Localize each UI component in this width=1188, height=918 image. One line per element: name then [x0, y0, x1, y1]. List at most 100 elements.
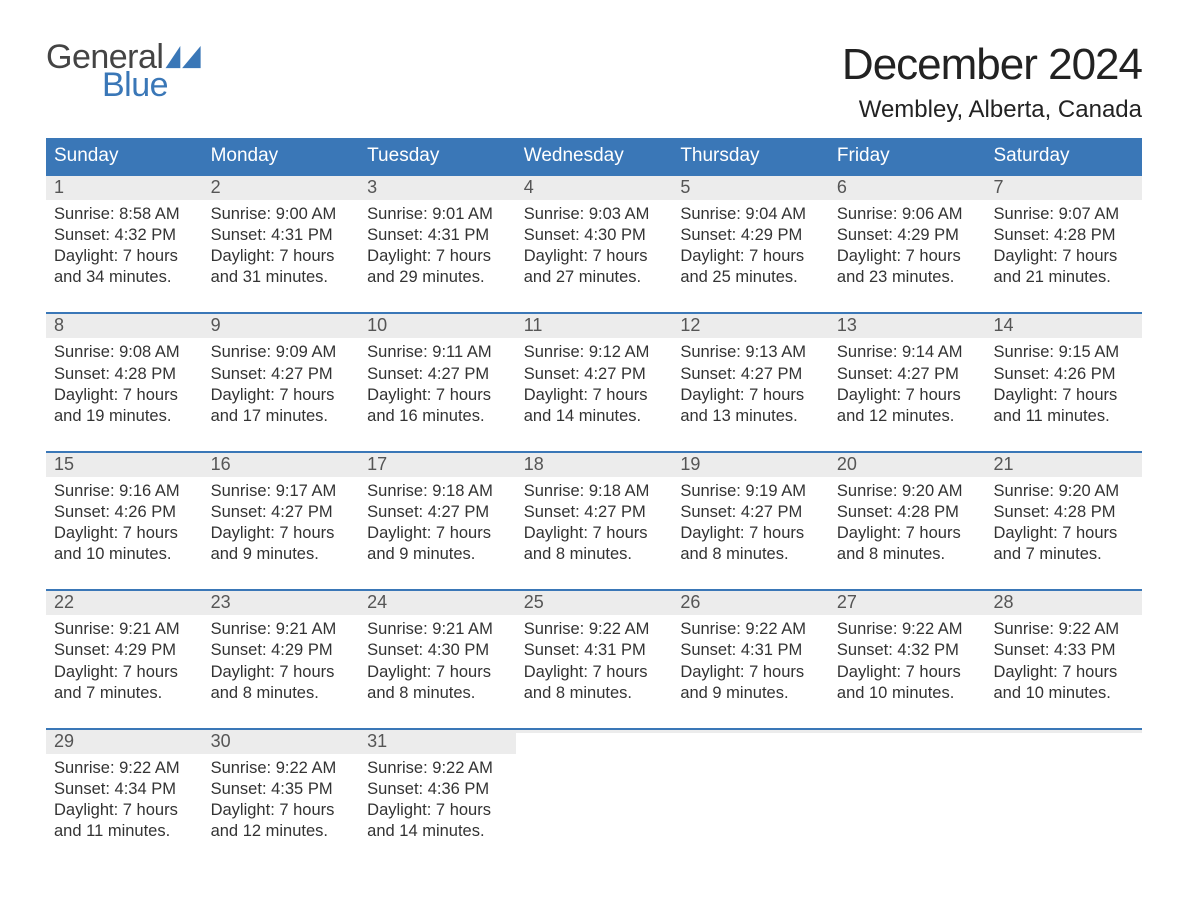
- daylight-line: and 17 minutes.: [211, 406, 352, 427]
- day-number: 18: [524, 454, 665, 475]
- sunset-line: Sunset: 4:32 PM: [54, 225, 195, 246]
- calendar-day: 7Sunrise: 9:07 AMSunset: 4:28 PMDaylight…: [985, 176, 1142, 298]
- day-number-bar: 22: [46, 591, 203, 615]
- day-number: 28: [993, 592, 1134, 613]
- day-number-bar: 24: [359, 591, 516, 615]
- day-number-bar: 4: [516, 176, 673, 200]
- daylight-line: and 8 minutes.: [524, 544, 665, 565]
- sunset-line: Sunset: 4:30 PM: [367, 640, 508, 661]
- day-number: 1: [54, 177, 195, 198]
- daylight-line: Daylight: 7 hours: [837, 523, 978, 544]
- daylight-line: and 7 minutes.: [993, 544, 1134, 565]
- daylight-line: and 8 minutes.: [367, 683, 508, 704]
- calendar-day: 19Sunrise: 9:19 AMSunset: 4:27 PMDayligh…: [672, 453, 829, 575]
- daylight-line: and 10 minutes.: [837, 683, 978, 704]
- calendar-day: [672, 730, 829, 852]
- day-number: 27: [837, 592, 978, 613]
- calendar-day: [985, 730, 1142, 852]
- daylight-line: and 9 minutes.: [680, 683, 821, 704]
- sunset-line: Sunset: 4:27 PM: [837, 364, 978, 385]
- sunrise-line: Sunrise: 9:20 AM: [993, 481, 1134, 502]
- sunset-line: Sunset: 4:28 PM: [993, 225, 1134, 246]
- day-number: 29: [54, 731, 195, 752]
- day-number-bar: 26: [672, 591, 829, 615]
- sunrise-line: Sunrise: 9:18 AM: [524, 481, 665, 502]
- calendar-day: [829, 730, 986, 852]
- calendar-day: 9Sunrise: 9:09 AMSunset: 4:27 PMDaylight…: [203, 314, 360, 436]
- day-number-bar: 27: [829, 591, 986, 615]
- daylight-line: and 25 minutes.: [680, 267, 821, 288]
- daylight-line: Daylight: 7 hours: [54, 662, 195, 683]
- day-number-bar: 30: [203, 730, 360, 754]
- calendar-day: 6Sunrise: 9:06 AMSunset: 4:29 PMDaylight…: [829, 176, 986, 298]
- calendar-day: 18Sunrise: 9:18 AMSunset: 4:27 PMDayligh…: [516, 453, 673, 575]
- sunset-line: Sunset: 4:29 PM: [680, 225, 821, 246]
- day-number: 6: [837, 177, 978, 198]
- location-subtitle: Wembley, Alberta, Canada: [842, 96, 1142, 124]
- day-number: 31: [367, 731, 508, 752]
- sunset-line: Sunset: 4:29 PM: [837, 225, 978, 246]
- day-number-bar: 6: [829, 176, 986, 200]
- daylight-line: and 8 minutes.: [524, 683, 665, 704]
- calendar: SundayMondayTuesdayWednesdayThursdayFrid…: [46, 138, 1142, 852]
- calendar-day: 10Sunrise: 9:11 AMSunset: 4:27 PMDayligh…: [359, 314, 516, 436]
- calendar-week: 15Sunrise: 9:16 AMSunset: 4:26 PMDayligh…: [46, 451, 1142, 575]
- daylight-line: and 16 minutes.: [367, 406, 508, 427]
- logo: General Blue: [46, 40, 203, 102]
- daylight-line: and 21 minutes.: [993, 267, 1134, 288]
- sunset-line: Sunset: 4:27 PM: [367, 364, 508, 385]
- calendar-day: 1Sunrise: 8:58 AMSunset: 4:32 PMDaylight…: [46, 176, 203, 298]
- daylight-line: and 8 minutes.: [680, 544, 821, 565]
- calendar-day: 20Sunrise: 9:20 AMSunset: 4:28 PMDayligh…: [829, 453, 986, 575]
- daylight-line: and 10 minutes.: [54, 544, 195, 565]
- day-number: 20: [837, 454, 978, 475]
- calendar-day: 8Sunrise: 9:08 AMSunset: 4:28 PMDaylight…: [46, 314, 203, 436]
- sunrise-line: Sunrise: 9:15 AM: [993, 342, 1134, 363]
- daylight-line: Daylight: 7 hours: [367, 523, 508, 544]
- day-number-bar: [829, 730, 986, 733]
- sunset-line: Sunset: 4:27 PM: [211, 364, 352, 385]
- daylight-line: and 9 minutes.: [211, 544, 352, 565]
- day-number: 16: [211, 454, 352, 475]
- daylight-line: Daylight: 7 hours: [837, 385, 978, 406]
- sunset-line: Sunset: 4:28 PM: [837, 502, 978, 523]
- calendar-day: 25Sunrise: 9:22 AMSunset: 4:31 PMDayligh…: [516, 591, 673, 713]
- sunrise-line: Sunrise: 9:21 AM: [367, 619, 508, 640]
- sunrise-line: Sunrise: 9:22 AM: [837, 619, 978, 640]
- sunrise-line: Sunrise: 9:06 AM: [837, 204, 978, 225]
- day-of-week-header: Tuesday: [359, 138, 516, 174]
- daylight-line: and 29 minutes.: [367, 267, 508, 288]
- calendar-day: 17Sunrise: 9:18 AMSunset: 4:27 PMDayligh…: [359, 453, 516, 575]
- daylight-line: and 23 minutes.: [837, 267, 978, 288]
- sunrise-line: Sunrise: 9:22 AM: [993, 619, 1134, 640]
- sunset-line: Sunset: 4:28 PM: [54, 364, 195, 385]
- daylight-line: and 19 minutes.: [54, 406, 195, 427]
- daylight-line: Daylight: 7 hours: [54, 385, 195, 406]
- sail-icon: [165, 46, 203, 70]
- daylight-line: Daylight: 7 hours: [367, 662, 508, 683]
- sunset-line: Sunset: 4:26 PM: [54, 502, 195, 523]
- day-number: 19: [680, 454, 821, 475]
- sunrise-line: Sunrise: 9:07 AM: [993, 204, 1134, 225]
- calendar-day: 21Sunrise: 9:20 AMSunset: 4:28 PMDayligh…: [985, 453, 1142, 575]
- day-number: 21: [993, 454, 1134, 475]
- day-number-bar: 15: [46, 453, 203, 477]
- day-number-bar: 17: [359, 453, 516, 477]
- sunrise-line: Sunrise: 9:21 AM: [211, 619, 352, 640]
- day-number: 5: [680, 177, 821, 198]
- day-of-week-header: Wednesday: [516, 138, 673, 174]
- sunrise-line: Sunrise: 9:11 AM: [367, 342, 508, 363]
- day-number-bar: 28: [985, 591, 1142, 615]
- day-of-week-header: Thursday: [672, 138, 829, 174]
- day-number: 13: [837, 315, 978, 336]
- day-number-bar: 19: [672, 453, 829, 477]
- calendar-day: 15Sunrise: 9:16 AMSunset: 4:26 PMDayligh…: [46, 453, 203, 575]
- day-of-week-header: Monday: [203, 138, 360, 174]
- sunrise-line: Sunrise: 9:14 AM: [837, 342, 978, 363]
- day-number: 24: [367, 592, 508, 613]
- daylight-line: Daylight: 7 hours: [680, 385, 821, 406]
- sunset-line: Sunset: 4:35 PM: [211, 779, 352, 800]
- sunrise-line: Sunrise: 9:18 AM: [367, 481, 508, 502]
- calendar-day: [516, 730, 673, 852]
- day-number: 8: [54, 315, 195, 336]
